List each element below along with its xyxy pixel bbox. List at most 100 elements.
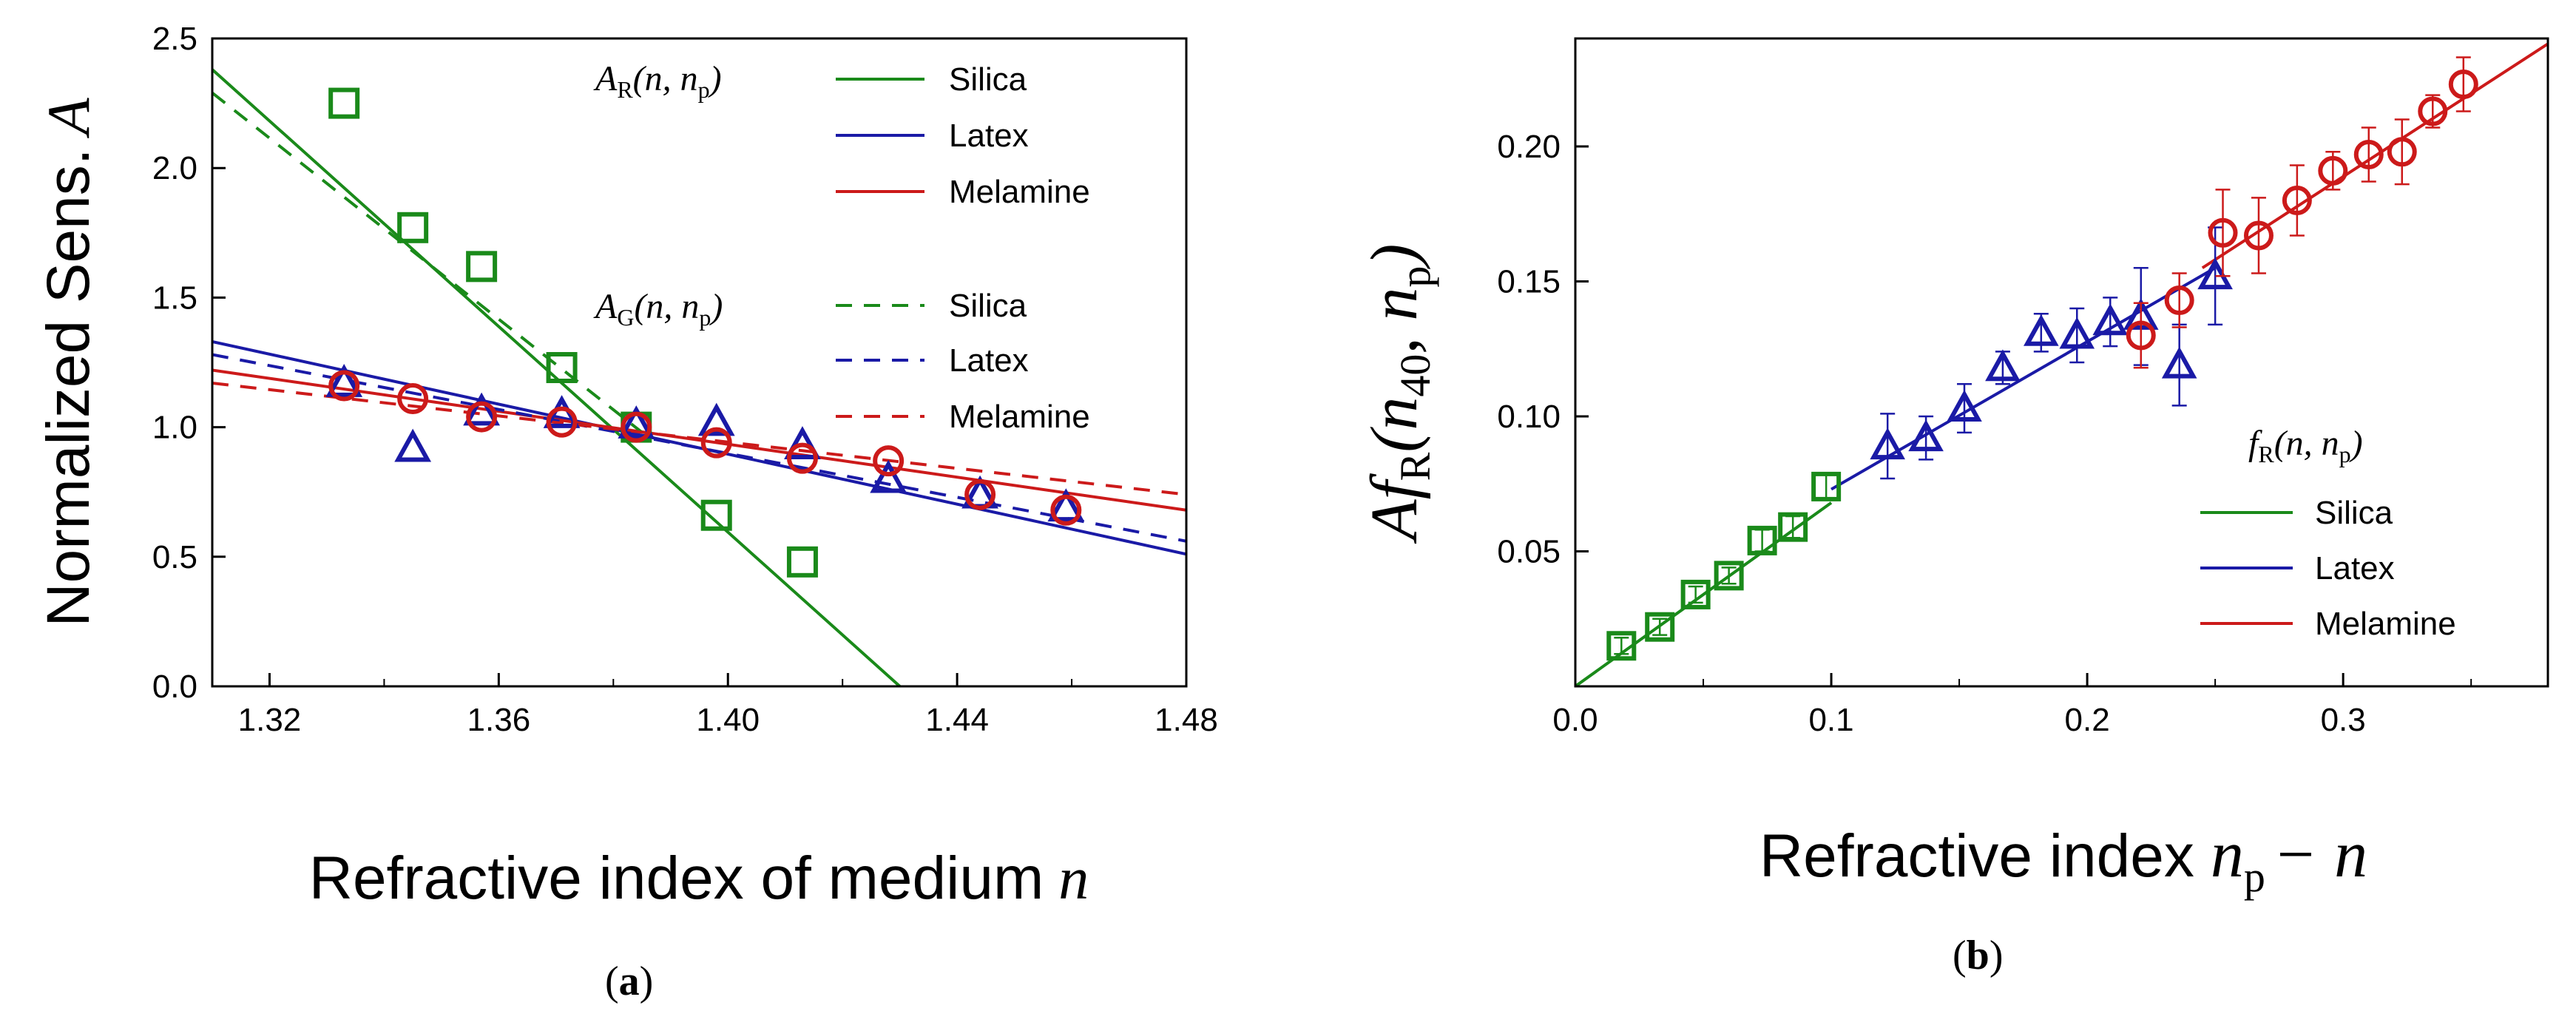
chart-a: 1.32 1.36 1.40 1.44 1.48 0.00.51.01.52.02.5 … <box>35 21 1218 1004</box>
legend-b-latex-label: Latex <box>2315 550 2395 586</box>
data-point-melamine <box>786 442 818 474</box>
data-point-melamine <box>2126 320 2156 351</box>
chart-a-ticks <box>212 37 1188 688</box>
data-point-melamine <box>1050 494 1082 526</box>
chart-a-legend-ag-title: AG(n, np) <box>593 287 723 331</box>
data-point-melamine <box>2448 70 2478 100</box>
chart-a-x-tick-labels: 1.32 1.36 1.40 1.44 1.48 <box>238 702 1218 738</box>
data-point-silica <box>1811 471 1842 501</box>
data-point-latex <box>1985 349 2021 382</box>
chart-a-panel-label: (a) <box>605 958 653 1004</box>
data-point-latex <box>463 392 501 426</box>
data-point-latex <box>697 402 735 436</box>
x-tick-label: 1.36 <box>467 702 531 738</box>
legend-ar-silica-label: Silica <box>949 61 1027 98</box>
data-point-latex <box>1947 390 1982 422</box>
data-point-latex <box>1908 419 1944 452</box>
legend-b-melamine-label: Melamine <box>2315 606 2456 642</box>
x-tick-label: 1.48 <box>1155 702 1218 738</box>
chart-b-plot-frame <box>1574 37 2549 688</box>
data-point-melamine <box>466 401 498 433</box>
data-point-silica <box>397 212 429 243</box>
chart-b-panel-label: (b) <box>1953 933 2003 978</box>
data-point-silica <box>328 87 360 119</box>
fit-line-melamine <box>2201 42 2548 269</box>
y-tick-label: 2.5 <box>152 21 197 57</box>
data-point-silica <box>786 546 818 578</box>
data-point-latex <box>1870 427 1905 460</box>
chart-a-legend-ar: AR(n, np) Silica Latex Melamine <box>593 59 1090 210</box>
chart-b-ticks <box>1574 145 2472 686</box>
x-tick-label: 1.40 <box>696 702 760 738</box>
data-point-latex <box>394 428 432 462</box>
chart-b: 0.0 0.1 0.2 0.3 0.05 0.10 0.15 0.20 AfR(n40, n… <box>1358 37 2549 978</box>
chart-a-fit-lines <box>212 68 1186 686</box>
data-point-melamine <box>2208 217 2238 248</box>
x-tick-label: 0.1 <box>1808 702 1853 738</box>
y-tick-label: 0.15 <box>1497 264 1561 300</box>
fit-line-silica <box>1575 501 1833 686</box>
chart-a-plot-frame <box>211 37 1188 688</box>
chart-a-y-tick-labels: 0.0 0.5 1.0 1.5 2.0 2.5 <box>152 21 197 705</box>
data-point-melamine <box>2387 137 2417 167</box>
data-point-latex <box>784 426 821 459</box>
data-point-latex <box>618 405 655 439</box>
x-tick-label: 1.32 <box>238 702 302 738</box>
data-point-melamine <box>2164 285 2194 316</box>
fit-line-silica-a-g <box>212 92 643 434</box>
data-point-melamine <box>2243 220 2274 251</box>
data-point-silica <box>1606 631 1637 661</box>
y-tick-label: 0.10 <box>1497 399 1561 435</box>
legend-ar-melamine-label: Melamine <box>949 174 1090 210</box>
chart-b-legend-title: fR(n, np) <box>2248 424 2363 467</box>
chart-b-y-axis-label: AfR(n40, np) <box>1358 244 1439 544</box>
data-point-silica <box>700 499 732 531</box>
data-point-latex <box>2161 346 2197 379</box>
data-point-silica <box>1778 512 1808 542</box>
data-point-melamine <box>328 370 360 402</box>
chart-b-fit-lines <box>1575 42 2548 686</box>
legend-ag-melamine-label: Melamine <box>949 399 1090 435</box>
x-tick-label: 0.2 <box>2065 702 2110 738</box>
y-tick-label: 0.05 <box>1497 534 1561 570</box>
data-point-latex <box>1047 488 1085 522</box>
data-point-melamine <box>2353 139 2384 169</box>
y-tick-label: 0.20 <box>1497 129 1561 165</box>
chart-b-legend: fR(n, np) Silica Latex Melamine <box>2200 424 2456 642</box>
x-tick-label: 0.3 <box>2321 702 2366 738</box>
x-tick-label: 1.44 <box>925 702 989 738</box>
data-point-melamine <box>964 479 996 510</box>
fit-line-melamine-a-g <box>212 382 1186 496</box>
data-point-silica <box>1747 525 1777 555</box>
chart-a-x-axis-label: Refractive index of medium n <box>309 845 1089 912</box>
legend-ar-latex-label: Latex <box>949 118 1029 154</box>
data-point-latex <box>2059 317 2095 349</box>
data-point-melamine <box>873 445 905 477</box>
data-point-latex <box>325 364 363 397</box>
fit-line-silica-a-r <box>212 68 901 686</box>
chart-b-x-axis-label: Refractive index np − n <box>1759 818 2367 901</box>
data-point-melamine <box>2418 96 2448 126</box>
fit-line-latex-a-r <box>212 340 1186 556</box>
legend-b-silica-label: Silica <box>2315 495 2393 531</box>
x-tick-label: 0.0 <box>1552 702 1598 738</box>
chart-b-x-tick-labels: 0.0 0.1 0.2 0.3 <box>1552 702 2365 738</box>
fit-line-latex-a-g <box>212 353 1186 543</box>
data-point-latex <box>2092 303 2129 336</box>
fit-line-latex <box>1830 266 2217 491</box>
data-point-melamine <box>621 411 652 443</box>
y-tick-label: 0.0 <box>152 669 197 705</box>
chart-a-y-axis-label: Normalized Sens.A <box>35 97 102 626</box>
chart-a-legend-ag: AG(n, np) Silica Latex Melamine <box>593 287 1090 435</box>
data-point-silica <box>546 352 578 384</box>
y-tick-label: 1.5 <box>152 280 197 316</box>
data-point-latex <box>2024 314 2059 346</box>
data-point-melamine <box>397 383 429 415</box>
legend-ag-latex-label: Latex <box>949 342 1029 379</box>
chart-a-legend-ar-title: AR(n, np) <box>593 59 722 103</box>
legend-ag-silica-label: Silica <box>949 288 1027 324</box>
data-point-melamine <box>2282 186 2312 215</box>
data-point-melamine <box>700 427 732 459</box>
data-point-melamine <box>2318 155 2348 186</box>
y-tick-label: 0.5 <box>152 539 197 575</box>
